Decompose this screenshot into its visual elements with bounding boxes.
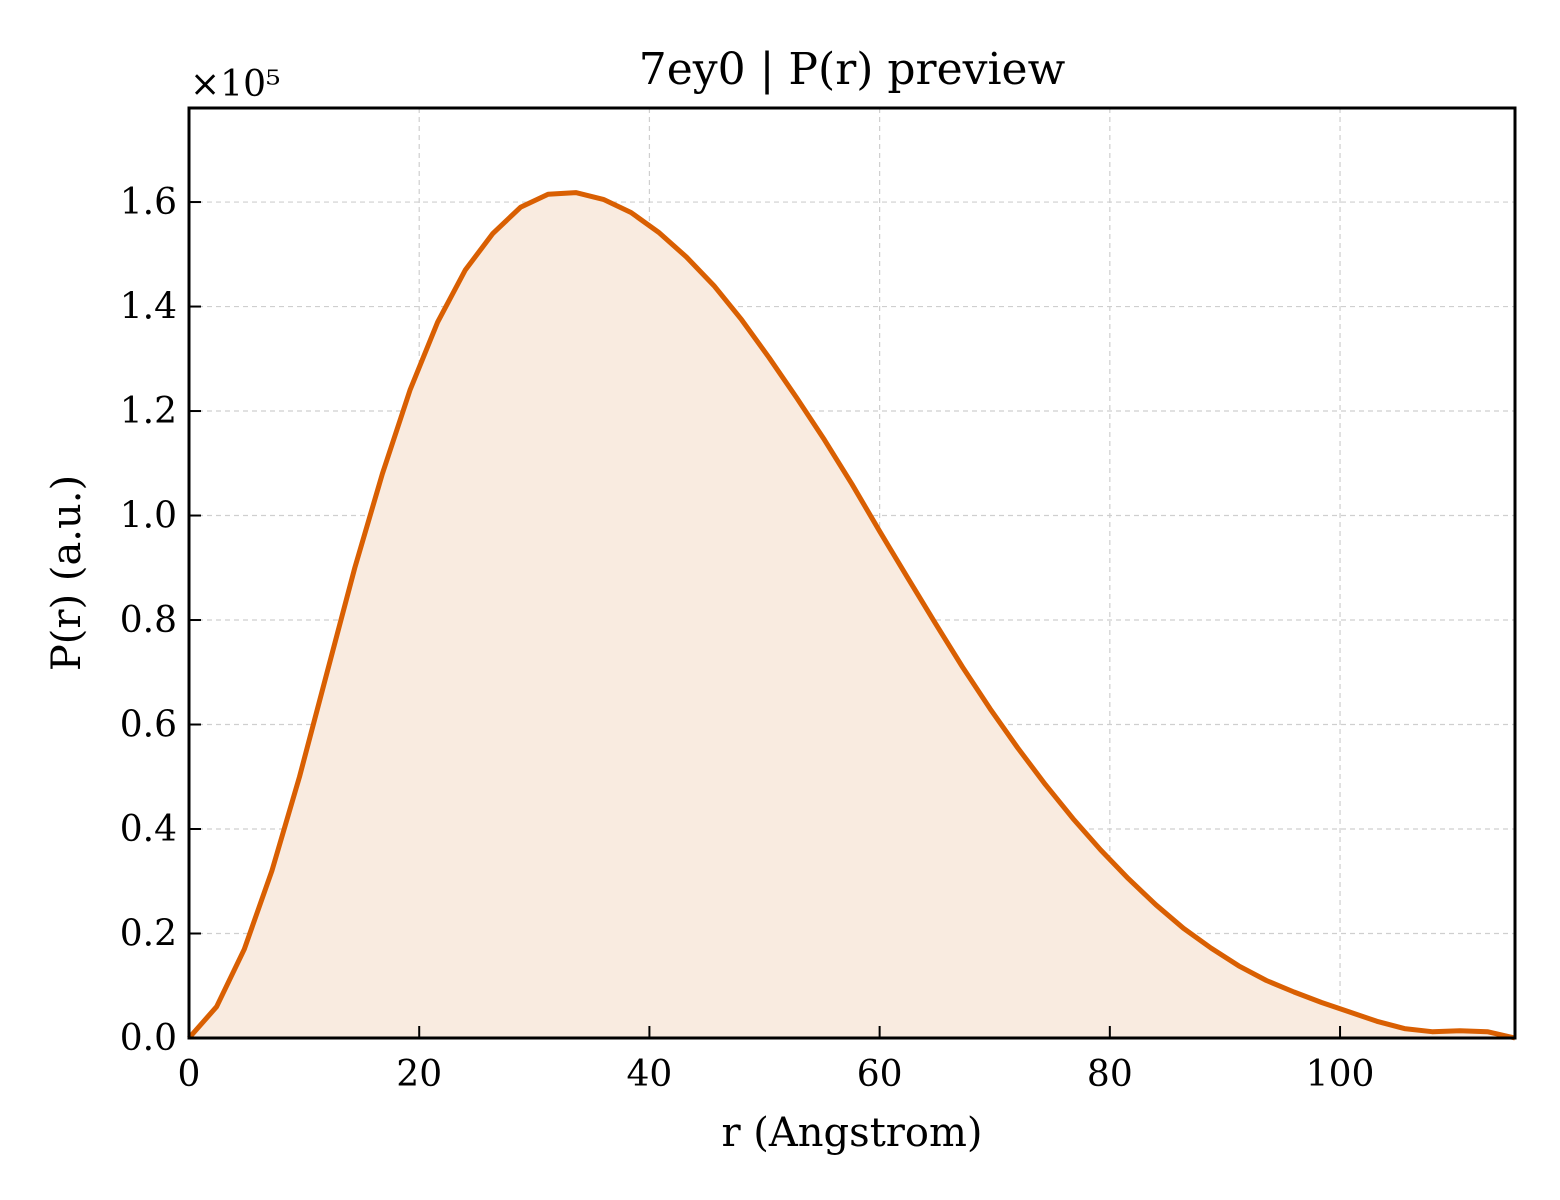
y-tick-label-0: 0.0: [120, 1018, 177, 1059]
plot-frame: [187, 106, 1517, 1040]
x-axis-title: r (Angstrom): [721, 1110, 982, 1156]
plot-area: [187, 190, 1516, 1041]
y-tick-label-6: 1.2: [120, 391, 177, 432]
y-tick-label-1: 0.2: [120, 914, 177, 955]
chart-title: 7ey0 | P(r) preview: [639, 44, 1066, 95]
y-axis-title: P(r) (a.u.): [44, 475, 90, 671]
y-tick-label-3: 0.6: [120, 705, 177, 746]
x-tick-label-2: 40: [627, 1054, 673, 1095]
y-multiplier-label: ×10⁵: [190, 64, 280, 105]
x-tick-label-0: 0: [178, 1054, 201, 1095]
x-tick-label-5: 100: [1306, 1054, 1375, 1095]
y-tick-label-8: 1.6: [120, 182, 177, 223]
series-line: [187, 190, 1516, 1041]
x-tick-label-3: 60: [857, 1054, 903, 1095]
y-tick-label-7: 1.4: [120, 287, 177, 328]
y-tick-label-2: 0.4: [120, 809, 177, 850]
series-area-fill: [189, 192, 1515, 1039]
y-tick-label-4: 0.8: [120, 600, 177, 641]
x-tick-label-4: 80: [1087, 1054, 1133, 1095]
y-tick-label-5: 1.0: [120, 496, 177, 537]
x-tick-label-1: 20: [396, 1054, 442, 1095]
axis-ticks: 0 20 40 60 80 100 0.0 0.2 0.4 0.6 0.8 1.0 1.2 1.4 1.6: [120, 182, 1375, 1095]
